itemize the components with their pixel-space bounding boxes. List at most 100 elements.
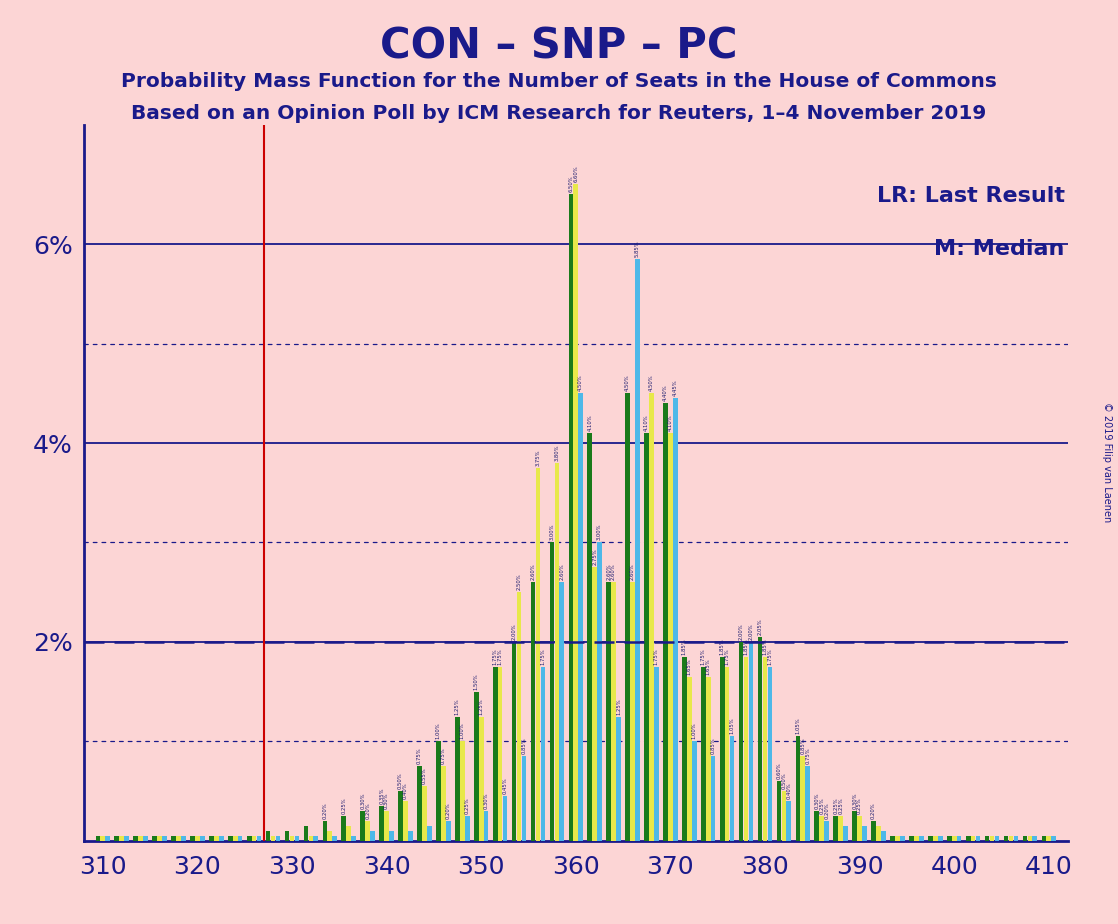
Bar xyxy=(976,836,980,841)
Text: CON – SNP – PC: CON – SNP – PC xyxy=(380,26,738,67)
Text: 0.30%: 0.30% xyxy=(360,793,366,809)
Bar xyxy=(133,836,138,841)
Bar xyxy=(114,836,120,841)
Bar xyxy=(427,826,432,841)
Text: 0.20%: 0.20% xyxy=(366,802,370,819)
Bar xyxy=(896,836,900,841)
Text: 2.50%: 2.50% xyxy=(517,574,521,590)
Text: 4.10%: 4.10% xyxy=(667,415,673,432)
Bar xyxy=(762,657,767,841)
Bar xyxy=(323,821,328,841)
Bar xyxy=(574,185,578,841)
Text: 0.50%: 0.50% xyxy=(398,772,404,789)
Text: 1.75%: 1.75% xyxy=(767,648,773,664)
Bar xyxy=(484,811,489,841)
Bar xyxy=(313,836,319,841)
Bar xyxy=(612,582,616,841)
Text: 1.65%: 1.65% xyxy=(705,658,711,675)
Text: 1.25%: 1.25% xyxy=(479,698,484,714)
Text: 6.60%: 6.60% xyxy=(574,165,578,182)
Bar xyxy=(989,836,994,841)
Text: 2.60%: 2.60% xyxy=(606,564,612,580)
Bar xyxy=(720,657,724,841)
Text: 2.00%: 2.00% xyxy=(739,624,743,640)
Bar xyxy=(177,836,181,841)
Text: 4.50%: 4.50% xyxy=(578,374,584,391)
Bar xyxy=(900,836,904,841)
Bar xyxy=(650,394,654,841)
Text: 1.00%: 1.00% xyxy=(459,723,465,739)
Bar xyxy=(517,592,521,841)
Text: 3.00%: 3.00% xyxy=(597,524,603,541)
Bar xyxy=(970,836,975,841)
Bar xyxy=(347,826,351,841)
Bar xyxy=(181,836,186,841)
Bar xyxy=(332,836,337,841)
Bar xyxy=(739,642,743,841)
Bar xyxy=(743,657,748,841)
Text: 0.30%: 0.30% xyxy=(385,793,389,809)
Bar xyxy=(701,667,705,841)
Bar xyxy=(928,836,932,841)
Text: 1.00%: 1.00% xyxy=(436,723,440,739)
Text: 1.05%: 1.05% xyxy=(730,718,735,735)
Text: 4.10%: 4.10% xyxy=(587,415,593,432)
Bar xyxy=(479,716,483,841)
Bar xyxy=(724,667,729,841)
Bar xyxy=(290,836,294,841)
Bar xyxy=(559,582,565,841)
Bar xyxy=(758,637,762,841)
Bar xyxy=(871,821,875,841)
Text: 0.75%: 0.75% xyxy=(417,748,421,764)
Text: 0.40%: 0.40% xyxy=(402,783,408,799)
Bar xyxy=(214,836,219,841)
Text: 4.10%: 4.10% xyxy=(644,415,650,432)
Bar xyxy=(995,836,999,841)
Bar xyxy=(1027,836,1032,841)
Text: 4.50%: 4.50% xyxy=(625,374,631,391)
Bar xyxy=(105,836,110,841)
Bar xyxy=(730,736,735,841)
Text: LR: Last Result: LR: Last Result xyxy=(877,186,1064,206)
Text: 1.25%: 1.25% xyxy=(616,698,620,714)
Bar xyxy=(385,811,389,841)
Text: 1.75%: 1.75% xyxy=(724,648,730,664)
Bar xyxy=(663,403,667,841)
Bar xyxy=(531,582,536,841)
Bar xyxy=(257,836,262,841)
Text: 2.60%: 2.60% xyxy=(559,564,565,580)
Text: 0.50%: 0.50% xyxy=(781,772,786,789)
Bar xyxy=(909,836,913,841)
Text: 2.00%: 2.00% xyxy=(748,624,754,640)
Bar xyxy=(95,836,101,841)
Bar xyxy=(635,259,639,841)
Text: 1.25%: 1.25% xyxy=(455,698,459,714)
Bar xyxy=(819,816,824,841)
Bar xyxy=(276,836,281,841)
Bar xyxy=(195,836,200,841)
Bar xyxy=(328,831,332,841)
Bar xyxy=(711,757,716,841)
Text: 0.30%: 0.30% xyxy=(814,793,819,809)
Bar xyxy=(351,836,356,841)
Bar xyxy=(465,816,470,841)
Bar xyxy=(120,836,124,841)
Text: 1.00%: 1.00% xyxy=(692,723,697,739)
Bar xyxy=(777,781,781,841)
Text: 0.30%: 0.30% xyxy=(852,793,858,809)
Bar xyxy=(124,836,129,841)
Bar xyxy=(932,836,938,841)
Text: 0.20%: 0.20% xyxy=(871,802,877,819)
Text: 3.00%: 3.00% xyxy=(549,524,555,541)
Text: 0.20%: 0.20% xyxy=(322,802,328,819)
Bar xyxy=(597,542,601,841)
Bar xyxy=(862,826,866,841)
Bar xyxy=(616,716,620,841)
Bar xyxy=(285,831,290,841)
Bar xyxy=(304,826,309,841)
Bar xyxy=(919,836,923,841)
Text: © 2019 Filip van Laenen: © 2019 Filip van Laenen xyxy=(1102,402,1112,522)
Bar xyxy=(966,836,970,841)
Text: 0.25%: 0.25% xyxy=(838,797,843,814)
Text: 1.85%: 1.85% xyxy=(762,638,767,655)
